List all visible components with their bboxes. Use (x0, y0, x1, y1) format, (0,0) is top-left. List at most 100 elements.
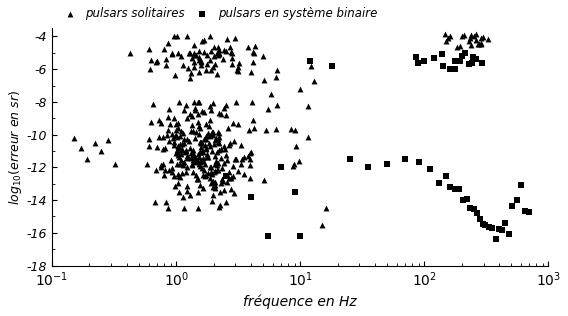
pulsars solitaires (182, 115, 191, 120)
pulsars solitaires (226, 50, 235, 55)
pulsars solitaires (126, 50, 135, 55)
pulsars solitaires (178, 147, 187, 152)
pulsars solitaires (174, 143, 183, 149)
pulsars solitaires (209, 130, 218, 135)
pulsars en système binaire (450, 58, 459, 64)
pulsars solitaires (144, 136, 153, 141)
pulsars solitaires (192, 130, 201, 135)
pulsars solitaires (212, 135, 221, 140)
pulsars solitaires (199, 186, 208, 191)
pulsars solitaires (214, 139, 223, 144)
pulsars solitaires (471, 31, 480, 36)
pulsars solitaires (152, 145, 161, 150)
pulsars solitaires (250, 51, 259, 56)
pulsars solitaires (192, 157, 201, 162)
pulsars solitaires (194, 176, 203, 181)
pulsars solitaires (165, 107, 174, 112)
pulsars solitaires (215, 135, 224, 140)
pulsars solitaires (230, 139, 239, 144)
pulsars solitaires (151, 59, 160, 64)
pulsars solitaires (199, 137, 208, 142)
pulsars solitaires (198, 39, 207, 44)
pulsars solitaires (179, 160, 188, 165)
pulsars solitaires (194, 123, 203, 128)
pulsars solitaires (189, 147, 198, 152)
pulsars en système binaire (451, 67, 460, 72)
pulsars solitaires (186, 51, 195, 56)
pulsars solitaires (206, 67, 215, 72)
pulsars solitaires (166, 121, 175, 126)
pulsars solitaires (245, 156, 254, 161)
pulsars solitaires (173, 148, 182, 153)
pulsars en système binaire (327, 64, 336, 69)
pulsars solitaires (208, 198, 217, 204)
pulsars solitaires (187, 113, 197, 118)
pulsars solitaires (180, 140, 189, 145)
pulsars en système binaire (468, 54, 477, 59)
pulsars solitaires (209, 183, 218, 188)
pulsars solitaires (244, 127, 253, 132)
pulsars solitaires (216, 112, 225, 117)
pulsars solitaires (172, 134, 181, 139)
pulsars solitaires (164, 40, 173, 46)
pulsars solitaires (220, 161, 229, 166)
pulsars solitaires (214, 48, 223, 53)
pulsars en système binaire (457, 54, 466, 59)
pulsars solitaires (457, 33, 466, 38)
pulsars solitaires (235, 60, 244, 65)
pulsars solitaires (201, 173, 210, 178)
pulsars solitaires (209, 45, 218, 50)
pulsars en système binaire (501, 220, 510, 225)
pulsars solitaires (207, 172, 216, 177)
pulsars solitaires (190, 159, 199, 164)
pulsars solitaires (197, 139, 206, 144)
pulsars solitaires (203, 53, 212, 58)
pulsars solitaires (222, 158, 231, 163)
pulsars solitaires (178, 194, 187, 199)
pulsars solitaires (191, 107, 200, 112)
pulsars solitaires (219, 178, 228, 183)
pulsars solitaires (197, 141, 206, 146)
pulsars solitaires (152, 167, 161, 173)
pulsars solitaires (206, 180, 215, 185)
pulsars solitaires (220, 147, 229, 152)
pulsars solitaires (161, 63, 170, 68)
pulsars solitaires (179, 161, 188, 166)
pulsars en système binaire (521, 208, 530, 213)
pulsars solitaires (459, 33, 468, 38)
pulsars en système binaire (481, 222, 490, 228)
pulsars solitaires (246, 176, 255, 181)
pulsars solitaires (185, 193, 194, 198)
pulsars solitaires (208, 179, 218, 184)
pulsars solitaires (195, 154, 204, 159)
pulsars en système binaire (471, 57, 481, 62)
pulsars solitaires (194, 70, 203, 75)
pulsars solitaires (176, 158, 185, 163)
pulsars solitaires (179, 206, 189, 211)
pulsars solitaires (197, 166, 206, 171)
pulsars solitaires (201, 122, 210, 127)
pulsars en système binaire (445, 67, 454, 72)
pulsars en système binaire (469, 207, 478, 212)
pulsars solitaires (187, 55, 197, 60)
pulsars solitaires (179, 131, 188, 136)
pulsars solitaires (214, 52, 223, 58)
pulsars solitaires (195, 182, 204, 187)
pulsars solitaires (179, 107, 188, 112)
pulsars solitaires (211, 62, 220, 67)
pulsars solitaires (187, 161, 197, 166)
pulsars en système binaire (458, 198, 467, 203)
pulsars solitaires (145, 67, 154, 72)
pulsars solitaires (201, 173, 210, 178)
pulsars solitaires (203, 171, 212, 176)
pulsars solitaires (240, 172, 249, 177)
pulsars solitaires (198, 148, 207, 153)
pulsars solitaires (202, 61, 211, 66)
pulsars solitaires (176, 147, 185, 152)
pulsars solitaires (171, 183, 180, 188)
pulsars solitaires (157, 163, 166, 168)
pulsars solitaires (233, 69, 242, 74)
pulsars solitaires (189, 51, 198, 56)
pulsars solitaires (183, 155, 192, 160)
pulsars solitaires (239, 155, 248, 160)
